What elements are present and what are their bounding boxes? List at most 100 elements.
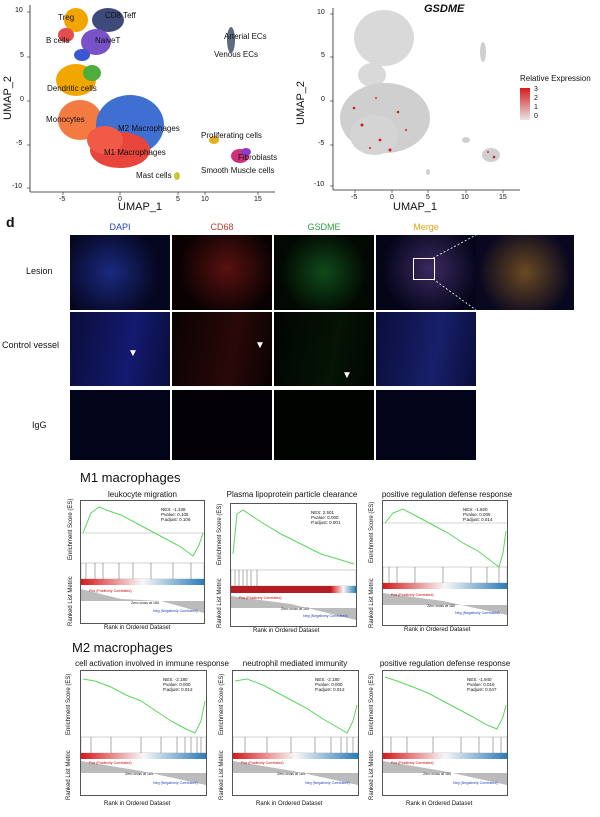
x-tick: -5 xyxy=(351,194,358,201)
cluster-label: M2 Macrophages xyxy=(118,124,180,133)
metric-axis-label: Ranked List Metric xyxy=(66,750,72,800)
arrow-icon: ▼ xyxy=(255,340,265,351)
metric-axis-label: Ranked List Metric xyxy=(68,576,74,626)
gsea-stats: NES: 2.501 Pvalue: 0.000 P.adjust: 0.001 xyxy=(311,510,341,525)
gsea-plot: NES: -2.180 Pvalue: 0.000 P.adjust: 0.01… xyxy=(232,670,359,796)
x-tick: 0 xyxy=(390,194,394,201)
cluster-label: Monocytes xyxy=(46,115,85,124)
metric-axis-label: Ranked List Metric xyxy=(217,578,223,628)
cluster-label: NaiveT xyxy=(95,36,121,45)
x-tick: 5 xyxy=(176,196,180,203)
zero-label: Zero cross at 185 xyxy=(277,772,305,776)
gsea-plot: NES: -1.940 Pvalue: 0.016 P.adjust: 0.04… xyxy=(382,670,508,796)
y-tick: 0 xyxy=(321,96,325,103)
y-tick: 5 xyxy=(321,52,325,59)
arrow-icon: ▼ xyxy=(128,348,138,359)
x-axis-label: UMAP_1 xyxy=(393,201,438,213)
legend-tick: 1 xyxy=(534,104,538,111)
gsdme-plot-title: GSDME xyxy=(424,3,465,15)
micrograph-igg-gsdme xyxy=(274,390,374,460)
x-tick: 10 xyxy=(461,194,469,201)
column-header-dapi: DAPI xyxy=(109,222,131,232)
column-header-gsdme: GSDME xyxy=(307,222,341,232)
metric-axis-label: Ranked List Metric xyxy=(219,750,225,800)
gsea-title: Plasma lipoprotein particle clearance xyxy=(226,490,358,499)
metric-axis-label: Ranked List Metric xyxy=(369,750,375,800)
rank-axis-label: Rank in Ordered Dataset xyxy=(404,627,471,633)
x-tick: 0 xyxy=(118,196,122,203)
x-tick: 15 xyxy=(499,194,507,201)
row-label-control-vessel: Control vessel xyxy=(2,340,60,350)
pos-label: Pos (Positively Correlated) xyxy=(239,596,282,600)
pos-label: Pos (Positively Correlated) xyxy=(89,589,132,593)
cluster-label: B cells xyxy=(46,36,70,45)
row-label-lesion: Lesion xyxy=(26,266,53,276)
zero-label: Zero cross at 185 xyxy=(131,601,159,605)
es-axis-label: Enrichment Score (ES) xyxy=(217,503,223,565)
y-axis-label: UMAP_2 xyxy=(295,80,307,125)
micrograph-igg-cd68 xyxy=(172,390,272,460)
cluster-label: Arterial ECs xyxy=(224,32,267,41)
gsea-title: neutrophil mediated immunity xyxy=(242,659,348,668)
column-header-merge: Merge xyxy=(413,222,439,232)
gsea-plot: NES: -2.180 Pvalue: 0.000 P.adjust: 0.01… xyxy=(80,670,207,796)
es-axis-label: Enrichment Score (ES) xyxy=(369,673,375,735)
es-axis-label: Enrichment Score (ES) xyxy=(68,498,74,560)
neg-label: Neg (Negatively Correlated) xyxy=(455,611,500,615)
pos-label: Pos (Positively Correlated) xyxy=(241,761,284,765)
micrograph-control-cd68: ▼ xyxy=(172,312,272,386)
gsea-title: cell activation involved in immune respo… xyxy=(75,659,229,668)
gsea-stats: NES: -2.180 Pvalue: 0.000 P.adjust: 0.01… xyxy=(163,677,193,692)
micrograph-control-gsdme: ▼ xyxy=(274,312,374,386)
panel-letter: d xyxy=(6,214,15,230)
y-tick: 5 xyxy=(20,52,24,59)
micrograph-control-merge xyxy=(376,312,476,386)
y-tick: -5 xyxy=(318,140,325,147)
gsea-chart xyxy=(383,676,507,785)
x-tick: -5 xyxy=(59,196,66,203)
arrow-icon: ▼ xyxy=(342,370,352,381)
y-tick: 0 xyxy=(20,96,24,103)
pos-label: Pos (Positively Correlated) xyxy=(391,593,434,597)
rank-axis-label: Rank in Ordered Dataset xyxy=(104,625,171,631)
zero-label: Zero cross at 185 xyxy=(281,607,309,611)
zoom-lines xyxy=(432,235,477,310)
gsea-plot: NES: -1.820 Pvalue: 0.005 P.adjust: 0.01… xyxy=(382,500,508,626)
column-header-cd68: CD68 xyxy=(210,222,234,232)
micrograph-igg-merge xyxy=(376,390,476,460)
gsea-stats: NES: -1.820 Pvalue: 0.005 P.adjust: 0.01… xyxy=(463,507,493,522)
zero-label: Zero cross at 185 xyxy=(423,772,451,776)
gsea-stats: NES: -1.338 Pvalue: 0.106 P.adjust: 0.10… xyxy=(161,507,191,522)
gsea-chart xyxy=(231,509,356,620)
zero-label: Zero cross at 185 xyxy=(125,772,153,776)
umap-cluster-plot xyxy=(27,5,275,195)
section-title-m1: M1 macrophages xyxy=(80,470,181,485)
es-axis-label: Enrichment Score (ES) xyxy=(66,673,72,735)
neg-label: Neg (Negatively Correlated) xyxy=(305,781,350,785)
neg-label: Neg (Negatively Correlated) xyxy=(153,781,198,785)
pos-label: Pos (Positively Correlated) xyxy=(391,761,434,765)
cluster-label: Fibroblasts xyxy=(238,153,278,162)
cluster-label: Dendritic cells xyxy=(47,84,97,93)
cluster-label: Smooth Muscle cells xyxy=(201,166,275,175)
micrograph-lesion-gsdme xyxy=(274,235,374,310)
cluster-label: Treg xyxy=(58,13,75,22)
section-title-m2: M2 macrophages xyxy=(72,640,173,655)
gsea-chart xyxy=(383,508,507,615)
cluster-label: Mast cells xyxy=(136,171,172,180)
gsea-stats: NES: -2.180 Pvalue: 0.000 P.adjust: 0.01… xyxy=(315,677,345,692)
y-tick: 10 xyxy=(15,7,23,14)
micrograph-control-dapi: ▼ xyxy=(70,312,170,386)
neg-label: Neg (Negatively Correlated) xyxy=(303,614,348,618)
neg-label: Neg (Negatively Correlated) xyxy=(153,609,198,613)
x-tick: 5 xyxy=(426,194,430,201)
micrograph-lesion-cd68 xyxy=(172,235,272,310)
zoom-box xyxy=(413,258,435,280)
y-axis-label: UMAP_2 xyxy=(2,75,14,120)
gsea-title: leukocyte migration xyxy=(108,490,177,499)
x-axis-label: UMAP_1 xyxy=(118,201,163,213)
y-tick: 10 xyxy=(317,9,325,16)
gsea-title: positive regulation defense response xyxy=(381,490,513,499)
rank-axis-label: Rank in Ordered Dataset xyxy=(406,801,473,807)
es-axis-label: Enrichment Score (ES) xyxy=(369,501,375,563)
